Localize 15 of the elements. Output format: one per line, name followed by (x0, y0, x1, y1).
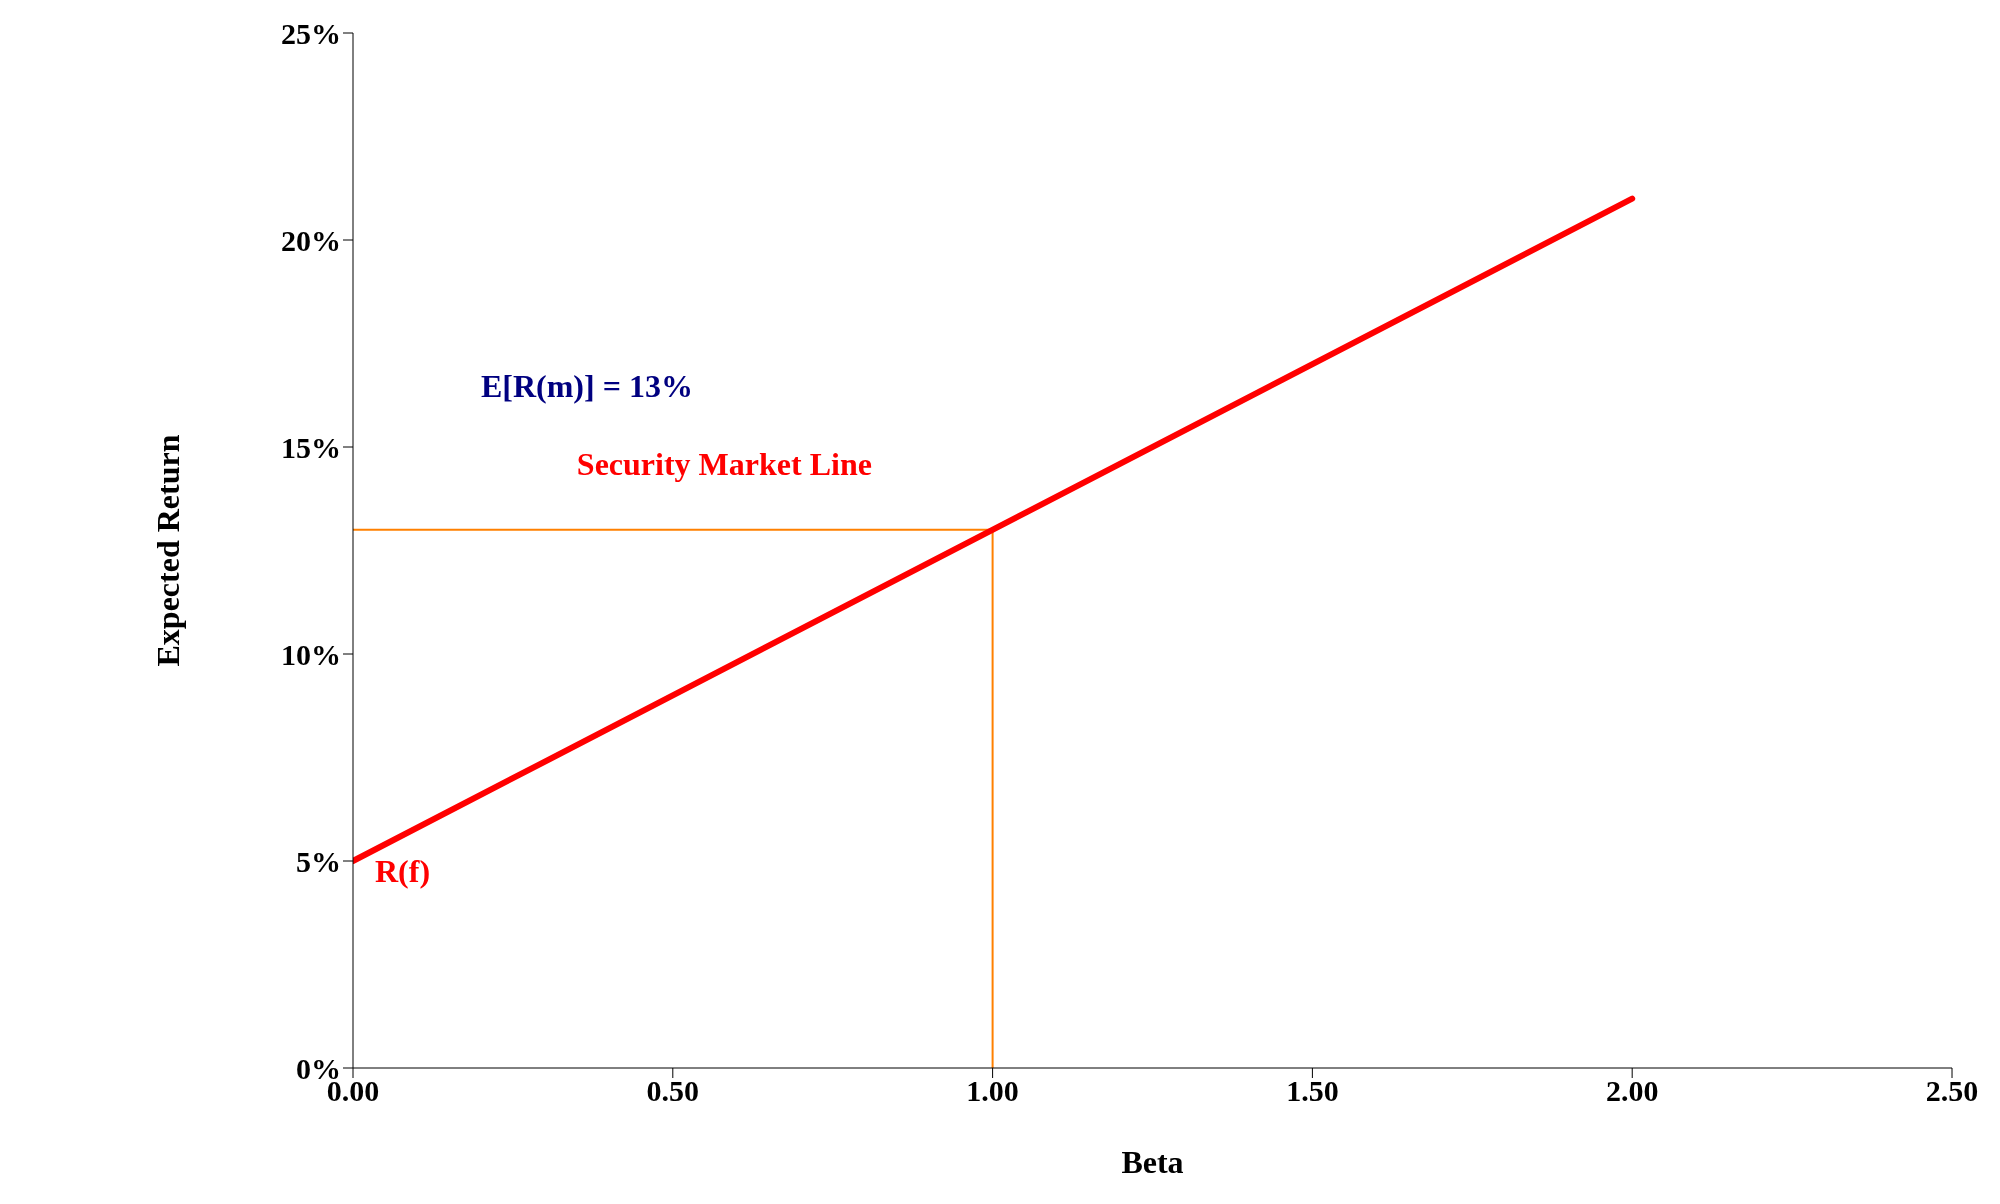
y-tick-label: 25% (281, 16, 341, 50)
x-tick-label: 0.50 (646, 1074, 700, 1108)
annotation: E[R(m)] = 13% (480, 368, 693, 405)
x-axis-title: Beta (1121, 1144, 1184, 1180)
annotation: Security Market Line (576, 446, 872, 483)
y-tick-label: 5% (296, 844, 341, 878)
y-tick-label: 10% (281, 637, 341, 671)
y-tick-label: 20% (281, 223, 341, 257)
annotation: R(f) (375, 853, 431, 890)
x-tick-label: 2.50 (1925, 1074, 1979, 1108)
y-tick-label: 15% (281, 430, 341, 464)
x-tick-label: 1.00 (966, 1074, 1019, 1108)
y-axis-title: Expected Return (150, 434, 187, 667)
x-tick-label: 1.50 (1286, 1074, 1339, 1108)
x-tick-label: 2.00 (1605, 1074, 1659, 1108)
